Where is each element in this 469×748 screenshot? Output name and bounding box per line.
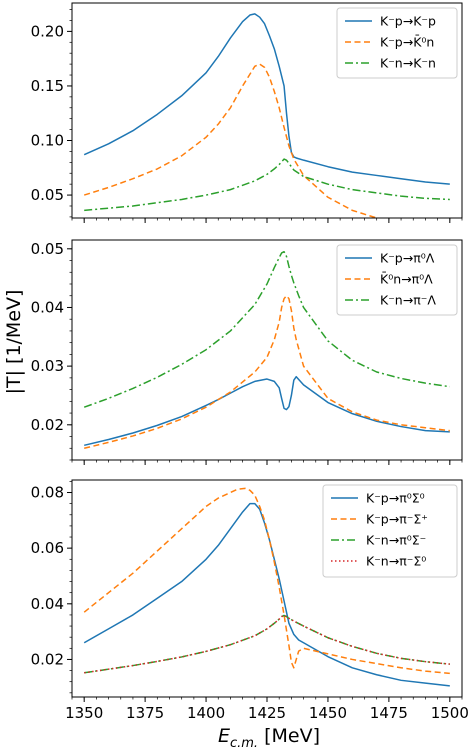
- y-tick-label: 0.05: [31, 186, 64, 204]
- panel-2: 0.02 0.03 0.04 0.05 K⁻p→π⁰Λ K̄⁰n→π⁰Λ K⁻n→π⁻Λ: [31, 239, 463, 465]
- panel-3: 1350 1375 1400 1425 1450 1475 1500 0.02 0.04 0.06…: [31, 479, 469, 722]
- series-line-4: [84, 614, 450, 674]
- legend-box: [336, 244, 458, 316]
- series-line-1: [84, 375, 450, 447]
- panel-1: 0.05 0.10 0.15 0.20 K⁻p→K⁻p K⁻p→K̄⁰n K⁻n→K⁻n: [31, 2, 463, 223]
- x-axis-title-unit: [MeV]: [258, 725, 320, 747]
- y-tick-label: 0.02: [31, 650, 64, 668]
- panel-frame: [71, 2, 463, 219]
- series-line-2: [84, 294, 450, 449]
- y-tick-label: 0.10: [31, 132, 64, 150]
- series-line-2: [83, 63, 381, 218]
- series-line-3: [84, 614, 450, 674]
- series-line-1: [83, 13, 450, 185]
- legend-box: [322, 484, 458, 578]
- legend-label: K⁻n→π⁰Σ⁻: [366, 533, 426, 548]
- y-tick-label: 0.05: [31, 240, 64, 258]
- x-tick-label: 1350: [65, 704, 103, 722]
- x-tick-label: 1475: [370, 704, 408, 722]
- x-tick-label: 1425: [248, 704, 286, 722]
- y-tick-label: 0.08: [31, 484, 64, 502]
- legend-label: K⁻n→π⁻Λ: [380, 293, 436, 308]
- x-tick-label: 1450: [309, 704, 347, 722]
- legend-label: K⁻n→π⁻Σ⁰: [366, 554, 426, 569]
- series-line-2: [83, 487, 450, 675]
- legend-label: K⁻n→K⁻n: [380, 56, 436, 71]
- x-tick-label: 1500: [431, 704, 469, 722]
- legend-label: K⁻p→K̄⁰n: [380, 35, 434, 50]
- legend-label: K̄⁰n→π⁰Λ: [380, 272, 433, 287]
- y-tick-label: 0.20: [31, 22, 64, 40]
- legend-label: K⁻p→π⁰Σ⁰: [366, 491, 425, 506]
- y-axis-title: |T| [1/MeV]: [3, 290, 25, 395]
- series-line-3: [83, 250, 450, 408]
- x-axis-title: Ec.m. [MeV]: [218, 725, 320, 748]
- legend: K⁻p→K⁻p K⁻p→K̄⁰n K⁻n→K⁻n: [336, 7, 458, 79]
- x-axis-title-subscript: c.m.: [230, 736, 258, 748]
- legend: K⁻p→π⁰Σ⁰ K⁻p→π⁻Σ⁺ K⁻n→π⁰Σ⁻ K⁻n→π⁻Σ⁰: [322, 484, 458, 578]
- legend: K⁻p→π⁰Λ K̄⁰n→π⁰Λ K⁻n→π⁻Λ: [336, 244, 458, 316]
- series-line-1: [83, 502, 450, 687]
- legend-label: K⁻p→π⁰Λ: [380, 251, 435, 266]
- legend-label: K⁻p→K⁻p: [380, 14, 436, 29]
- y-tick-label: 0.15: [31, 77, 64, 95]
- y-tick-label: 0.02: [31, 416, 64, 434]
- x-axis-title-main: E: [218, 725, 230, 747]
- x-tick-label: 1375: [126, 704, 164, 722]
- y-tick-label: 0.04: [31, 298, 64, 316]
- legend-box: [336, 7, 458, 79]
- y-tick-label: 0.06: [31, 539, 64, 557]
- series-line-3: [84, 158, 450, 212]
- y-tick-label: 0.04: [31, 595, 64, 613]
- panel-frame: [71, 239, 463, 461]
- y-tick-label: 0.03: [31, 357, 64, 375]
- legend-label: K⁻p→π⁻Σ⁺: [366, 512, 428, 527]
- x-tick-label: 1400: [187, 704, 225, 722]
- panel-frame: [71, 479, 463, 698]
